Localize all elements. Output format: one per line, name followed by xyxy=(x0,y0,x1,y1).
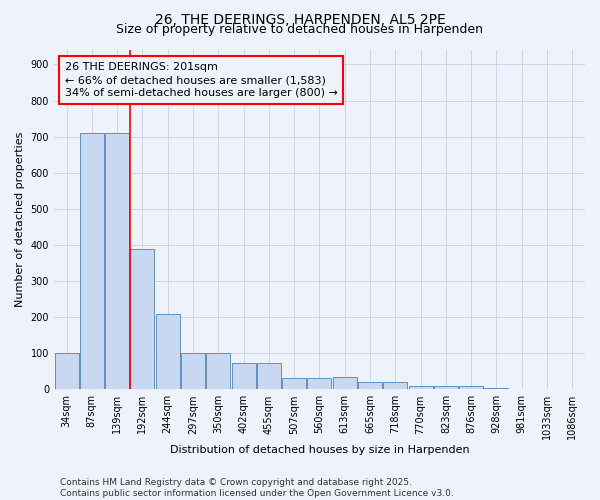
Text: 26, THE DEERINGS, HARPENDEN, AL5 2PE: 26, THE DEERINGS, HARPENDEN, AL5 2PE xyxy=(155,12,445,26)
Bar xyxy=(383,382,407,390)
Text: Size of property relative to detached houses in Harpenden: Size of property relative to detached ho… xyxy=(116,22,484,36)
Text: 26 THE DEERINGS: 201sqm
← 66% of detached houses are smaller (1,583)
34% of semi: 26 THE DEERINGS: 201sqm ← 66% of detache… xyxy=(65,62,337,98)
Bar xyxy=(55,353,79,390)
Bar xyxy=(434,386,458,390)
X-axis label: Distribution of detached houses by size in Harpenden: Distribution of detached houses by size … xyxy=(170,445,469,455)
Bar xyxy=(484,388,508,390)
Bar xyxy=(282,378,306,390)
Bar xyxy=(307,378,331,390)
Bar xyxy=(181,353,205,390)
Bar xyxy=(105,133,129,390)
Bar xyxy=(358,382,382,390)
Bar xyxy=(333,376,357,390)
Bar xyxy=(459,386,483,390)
Bar xyxy=(80,133,104,390)
Bar xyxy=(206,353,230,390)
Text: Contains HM Land Registry data © Crown copyright and database right 2025.
Contai: Contains HM Land Registry data © Crown c… xyxy=(60,478,454,498)
Bar xyxy=(130,248,154,390)
Y-axis label: Number of detached properties: Number of detached properties xyxy=(15,132,25,308)
Bar xyxy=(232,364,256,390)
Bar xyxy=(257,364,281,390)
Bar xyxy=(156,314,180,390)
Bar xyxy=(409,386,433,390)
